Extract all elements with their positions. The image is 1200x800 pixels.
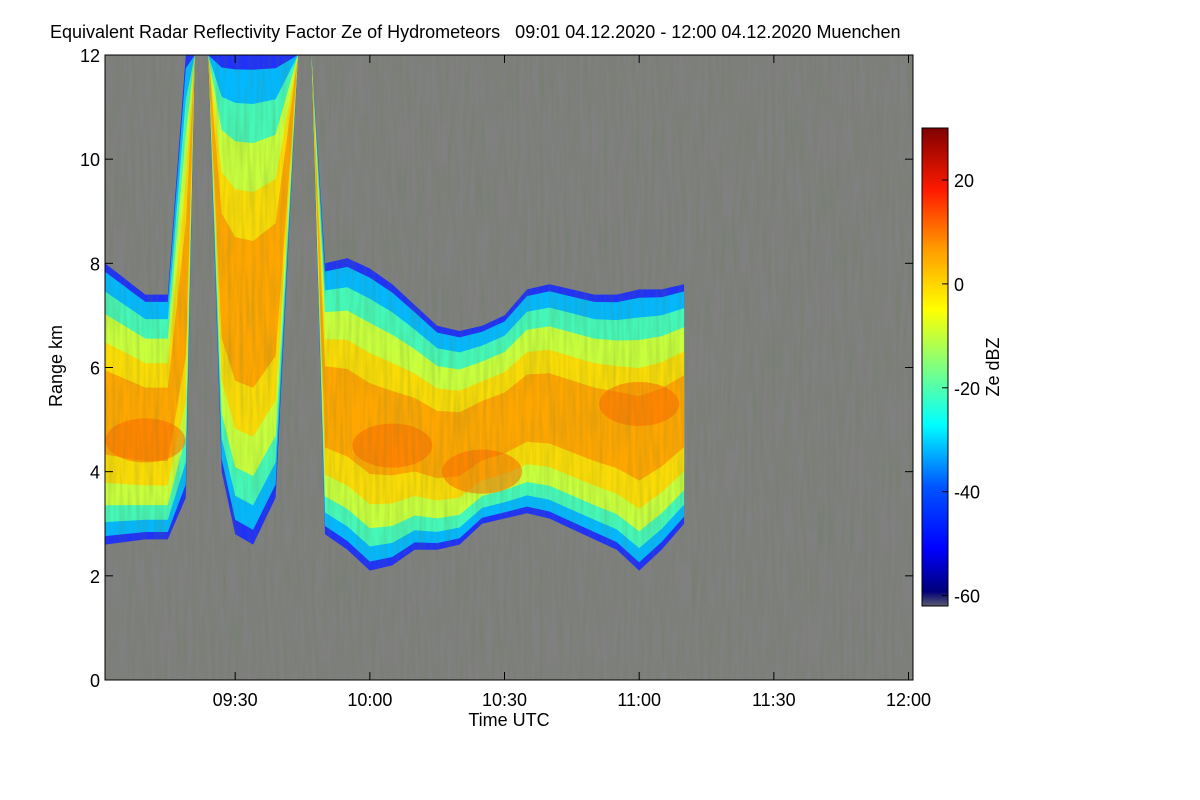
y-tick-label: 0 (90, 671, 100, 691)
y-axis-label: Range km (46, 325, 66, 407)
colorbar-tick-label: -60 (954, 587, 980, 607)
y-tick-label: 10 (80, 150, 100, 170)
x-tick-label: 09:30 (213, 690, 258, 710)
colorbar-tick-label: -20 (954, 379, 980, 399)
y-tick-label: 12 (80, 46, 100, 66)
y-tick-label: 6 (90, 359, 100, 379)
colorbar-tick-label: 20 (954, 171, 974, 191)
x-tick-label: 11:30 (752, 690, 796, 710)
texture-overlay (105, 55, 913, 680)
colorbar (922, 128, 948, 606)
colorbar-tick-label: 0 (954, 275, 964, 295)
x-tick-label: 10:30 (482, 690, 527, 710)
y-tick-label: 2 (90, 567, 100, 587)
y-tick-label: 4 (90, 463, 100, 483)
colorbar-tick-label: -40 (954, 483, 980, 503)
x-tick-label: 12:00 (886, 690, 931, 710)
x-tick-label: 10:00 (347, 690, 392, 710)
x-tick-label: 11:00 (617, 690, 661, 710)
reflectivity-field (105, 55, 913, 680)
x-axis-label: Time UTC (468, 710, 549, 730)
y-tick-label: 8 (90, 254, 100, 274)
colorbar-label: Ze dBZ (983, 337, 1003, 396)
